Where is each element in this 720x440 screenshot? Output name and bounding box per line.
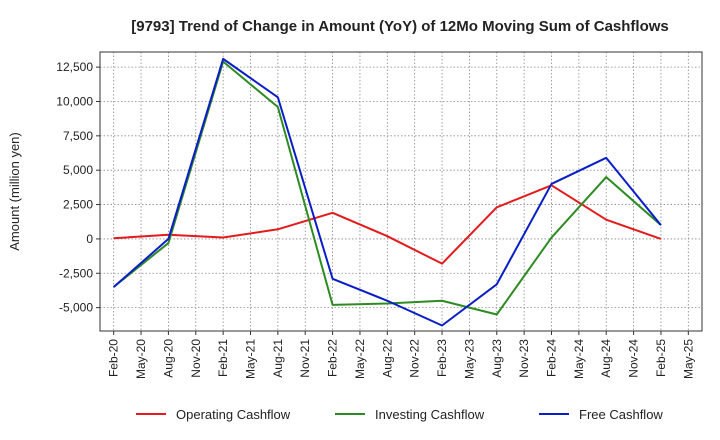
x-tick-label: Feb-22 bbox=[326, 339, 340, 377]
x-tick-label: May-24 bbox=[572, 339, 586, 379]
y-tick-label: 2,500 bbox=[63, 198, 93, 212]
legend-label-free-cashflow: Free Cashflow bbox=[579, 407, 663, 422]
x-tick-label: May-21 bbox=[244, 339, 258, 379]
x-tick-label: Feb-23 bbox=[435, 339, 449, 377]
y-tick-label: -5,000 bbox=[59, 301, 93, 315]
x-tick-label: May-23 bbox=[462, 339, 476, 379]
x-tick-label: Feb-25 bbox=[654, 339, 668, 377]
x-tick-label: Nov-20 bbox=[189, 339, 203, 378]
grid bbox=[100, 52, 702, 331]
y-tick-label: 10,000 bbox=[56, 94, 93, 108]
x-tick-label: Aug-20 bbox=[161, 339, 175, 378]
x-tick-label: Feb-20 bbox=[107, 339, 121, 377]
y-axis-ticks: 12,500 10,000 7,500 5,000 2,500 0 -2,500 -5,000 bbox=[56, 60, 100, 315]
y-tick-label: 5,000 bbox=[63, 163, 93, 177]
x-tick-label: May-22 bbox=[353, 339, 367, 379]
x-tick-label: Nov-24 bbox=[627, 339, 641, 378]
series-line-operating-cashflow bbox=[113, 184, 662, 265]
series-lines bbox=[113, 57, 662, 327]
x-tick-label: Feb-24 bbox=[545, 339, 559, 377]
series-line-free-cashflow bbox=[113, 57, 662, 327]
x-tick-label: Aug-22 bbox=[380, 339, 394, 378]
x-tick-label: Nov-23 bbox=[517, 339, 531, 378]
x-tick-label: Nov-21 bbox=[298, 339, 312, 378]
chart-title: [9793] Trend of Change in Amount (YoY) o… bbox=[131, 18, 669, 35]
x-tick-label: Aug-21 bbox=[271, 339, 285, 378]
plot-area bbox=[99, 51, 703, 332]
x-tick-label: Aug-24 bbox=[599, 339, 613, 378]
legend-label-operating-cashflow: Operating Cashflow bbox=[176, 407, 291, 422]
y-tick-label: -2,500 bbox=[59, 266, 93, 280]
x-tick-label: May-20 bbox=[134, 339, 148, 379]
y-tick-label: 7,500 bbox=[63, 129, 93, 143]
legend: Operating Cashflow Investing Cashflow Free… bbox=[136, 407, 663, 422]
x-axis-ticks: Feb-20 May-20 Aug-20 Nov-20 Feb-21 May-21 Aug-… bbox=[107, 331, 695, 379]
legend-label-investing-cashflow: Investing Cashflow bbox=[375, 407, 485, 422]
x-tick-label: Aug-23 bbox=[490, 339, 504, 378]
y-tick-label: 12,500 bbox=[56, 60, 93, 74]
x-tick-label: Feb-21 bbox=[216, 339, 230, 377]
x-tick-label: May-25 bbox=[681, 339, 695, 379]
y-tick-label: 0 bbox=[86, 232, 93, 246]
y-axis-label: Amount (million yen) bbox=[7, 132, 22, 251]
x-tick-label: Nov-22 bbox=[408, 339, 422, 378]
